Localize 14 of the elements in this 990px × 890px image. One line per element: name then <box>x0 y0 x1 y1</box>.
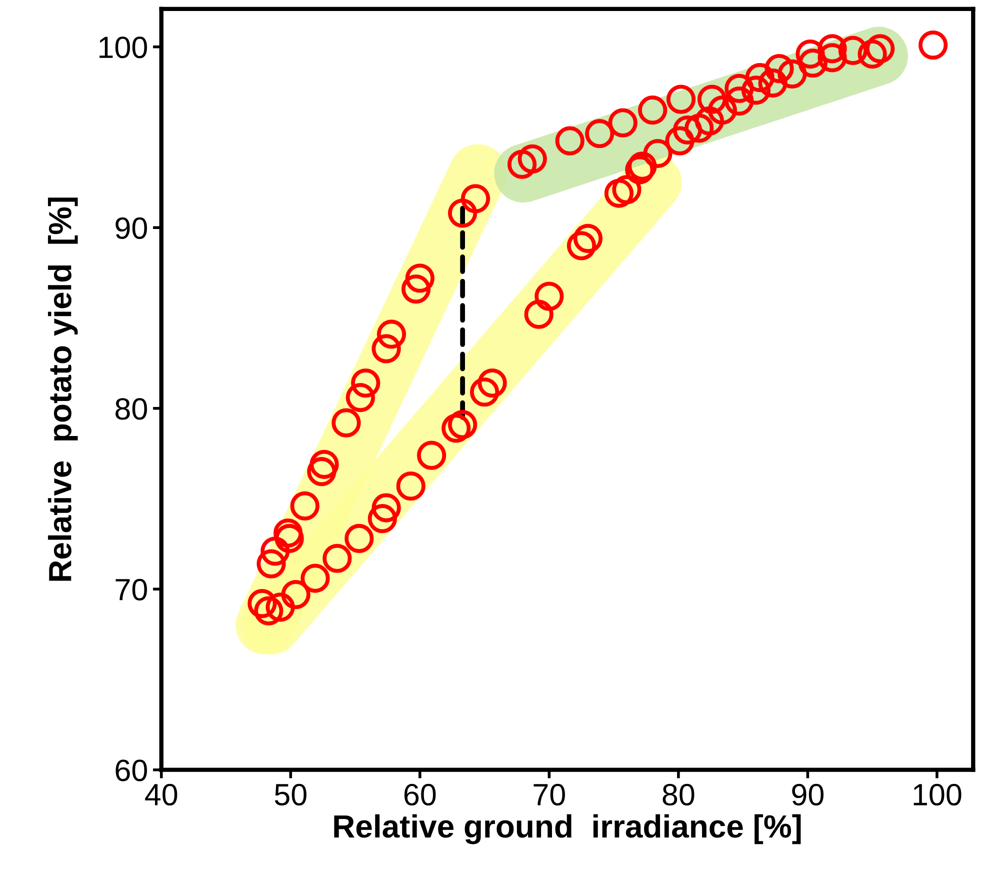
x-tick-label: 80 <box>662 784 694 806</box>
x-axis-title: Relative ground irradiance [%] <box>334 814 801 844</box>
x-tick-label: 60 <box>404 784 436 806</box>
y-tick-label: 90 <box>116 217 147 239</box>
y-tick-label: 80 <box>116 398 147 420</box>
y-axis-title: Relative potato yield [%] <box>48 198 78 581</box>
x-tick-label: 40 <box>145 784 178 806</box>
x-tick-label: 90 <box>792 784 824 806</box>
y-tick-label: 70 <box>116 578 147 600</box>
x-tick-label: 50 <box>274 784 306 806</box>
x-tick-label: 100 <box>914 784 962 806</box>
y-tick-label: 100 <box>100 36 147 58</box>
x-tick-label: 70 <box>534 784 565 806</box>
y-tick-label: 60 <box>116 760 147 782</box>
